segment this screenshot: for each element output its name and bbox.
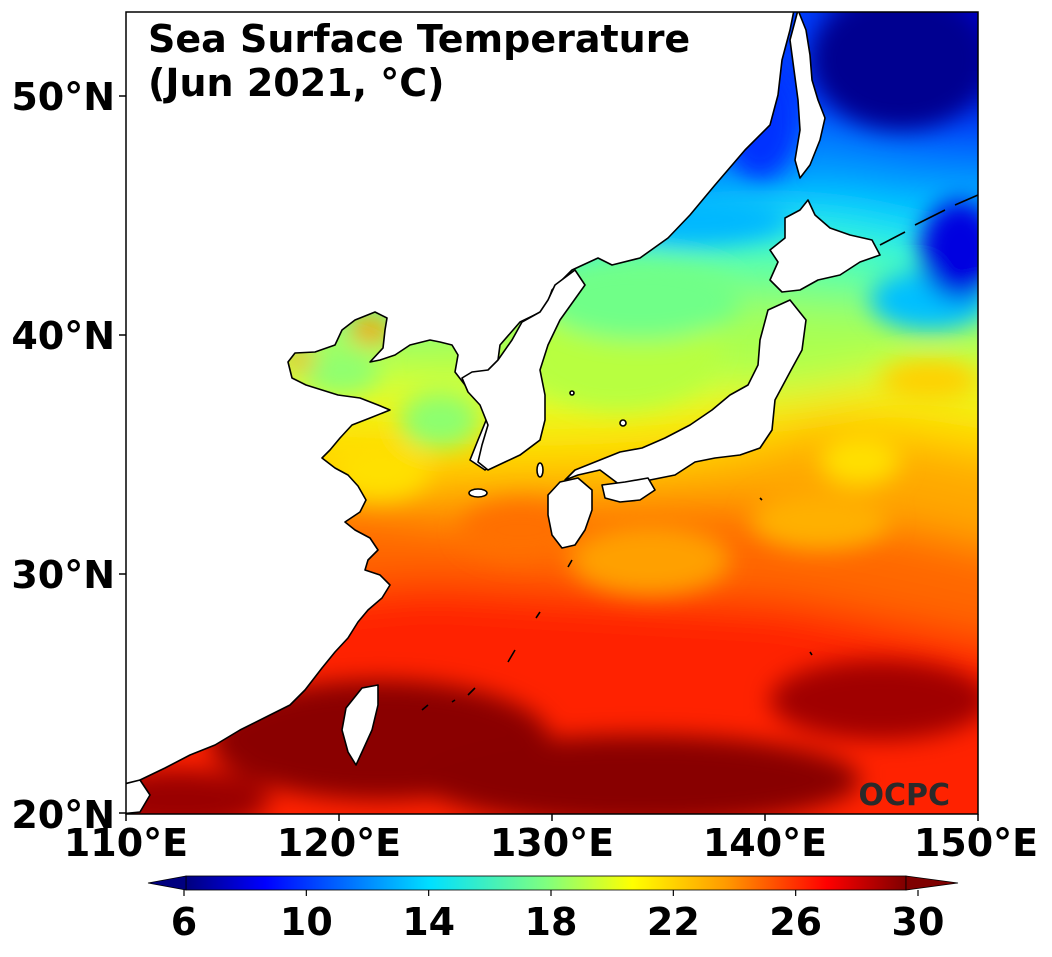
taiwan <box>341 684 379 766</box>
kuril-islands <box>879 194 978 246</box>
lon-label-150: 150°E <box>914 821 1038 865</box>
jeju-island <box>468 488 488 498</box>
colorbar-tick-label: 14 <box>402 900 455 944</box>
lon-axis: 110°E 120°E 130°E 140°E 150°E <box>64 814 1038 865</box>
lat-label-20: 20°N <box>11 793 115 837</box>
lon-label-130: 130°E <box>490 821 614 865</box>
map-subtitle: (Jun 2021, °C) <box>148 61 445 105</box>
sakhalin <box>789 12 826 179</box>
colorbar-ticks: 6 10 14 18 22 26 30 <box>171 890 945 944</box>
ryukyu-islands <box>421 559 573 711</box>
colorbar-tick-label: 26 <box>769 900 822 944</box>
colorbar-tick-label: 6 <box>171 900 197 944</box>
colorbar-extend-high <box>905 875 959 891</box>
honshu <box>564 299 807 486</box>
colorbar-tick-label: 22 <box>647 900 700 944</box>
hokkaido <box>769 199 881 293</box>
izu-islands <box>759 497 813 656</box>
tsushima-island <box>536 462 544 478</box>
islet <box>619 419 627 427</box>
colorbar-tick-label: 30 <box>892 900 945 944</box>
map-title: Sea Surface Temperature <box>148 17 690 61</box>
kyushu <box>547 477 593 549</box>
colorbar-tick-label: 10 <box>280 900 333 944</box>
colorbar-extend-low <box>147 875 187 891</box>
lat-label-40: 40°N <box>11 314 115 358</box>
colorbar: 6 10 14 18 22 26 30 <box>147 875 959 944</box>
lat-label-30: 30°N <box>11 553 115 597</box>
lat-axis: 50°N 40°N 30°N 20°N <box>11 75 126 837</box>
land-masses <box>126 12 978 814</box>
colorbar-tick-label: 18 <box>525 900 578 944</box>
shikoku <box>601 477 656 503</box>
hainan <box>126 779 151 814</box>
lon-label-110: 110°E <box>64 821 188 865</box>
lat-label-50: 50°N <box>11 75 115 119</box>
islet <box>569 390 575 396</box>
colorbar-body <box>185 875 907 891</box>
lon-label-140: 140°E <box>703 821 827 865</box>
lon-label-120: 120°E <box>277 821 401 865</box>
watermark: OCPC <box>858 778 950 813</box>
korean-peninsula <box>461 269 586 471</box>
